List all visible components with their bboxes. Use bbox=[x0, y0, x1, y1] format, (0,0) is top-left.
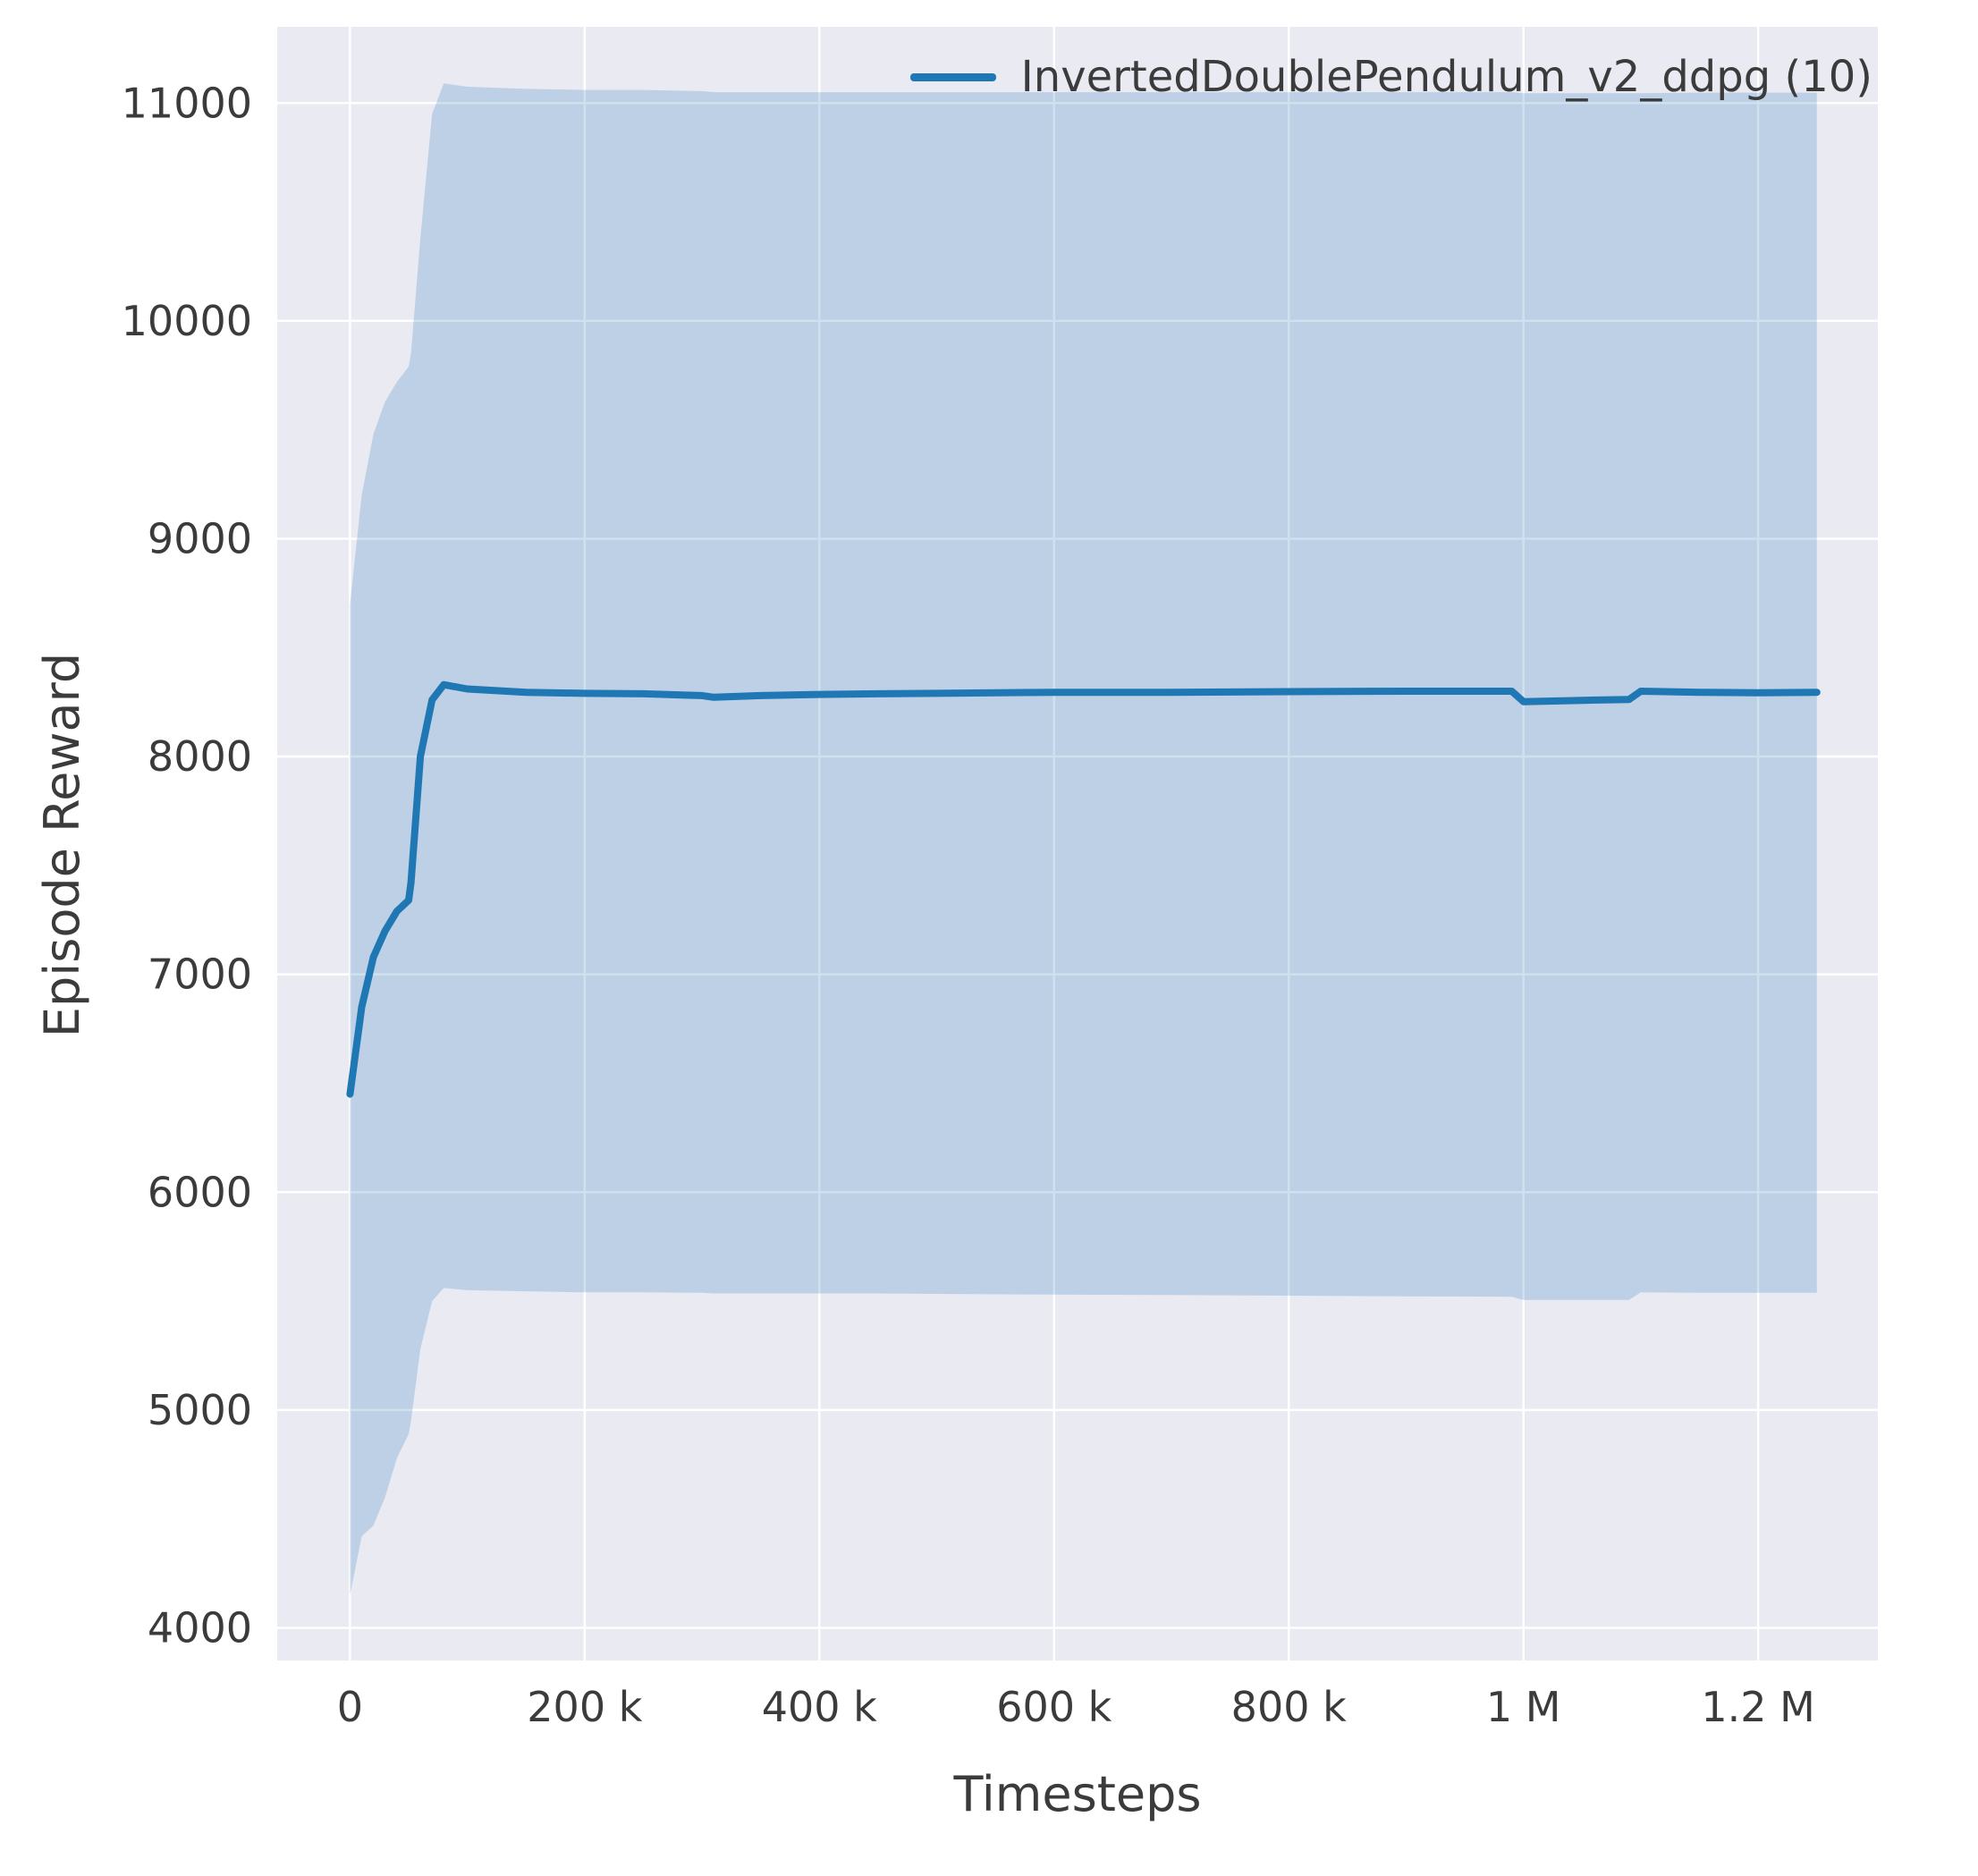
x-tick-label: 0 bbox=[337, 1683, 363, 1731]
x-tick-label: 800 k bbox=[1231, 1683, 1347, 1731]
x-tick-label: 600 k bbox=[996, 1683, 1112, 1731]
x-axis-label: Timesteps bbox=[953, 1766, 1202, 1822]
y-tick-label: 5000 bbox=[148, 1386, 252, 1434]
x-tick-label: 1.2 M bbox=[1701, 1683, 1814, 1731]
mean-line bbox=[346, 680, 1821, 1098]
y-axis-label: Episode Reward bbox=[34, 652, 90, 1038]
y-tick-label: 4000 bbox=[148, 1603, 252, 1652]
y-tick-label: 6000 bbox=[148, 1168, 252, 1216]
legend-entry-label: InvertedDoublePendulum_v2_ddpg (10) bbox=[1020, 52, 1872, 102]
y-tick-label: 7000 bbox=[148, 951, 252, 999]
y-tick-label: 11000 bbox=[122, 79, 252, 127]
x-tick-label: 1 M bbox=[1486, 1683, 1561, 1731]
legend: InvertedDoublePendulum_v2_ddpg (10) bbox=[909, 52, 1872, 102]
y-tick-label: 8000 bbox=[148, 732, 252, 781]
confidence-band bbox=[350, 83, 1817, 1595]
y-tick-label: 10000 bbox=[122, 297, 252, 345]
y-tick-label: 9000 bbox=[148, 514, 252, 562]
x-tick-label: 400 k bbox=[762, 1683, 877, 1731]
x-tick-label: 200 k bbox=[527, 1683, 642, 1731]
legend-line-swatch bbox=[909, 72, 996, 81]
plot-area bbox=[277, 27, 1878, 1661]
